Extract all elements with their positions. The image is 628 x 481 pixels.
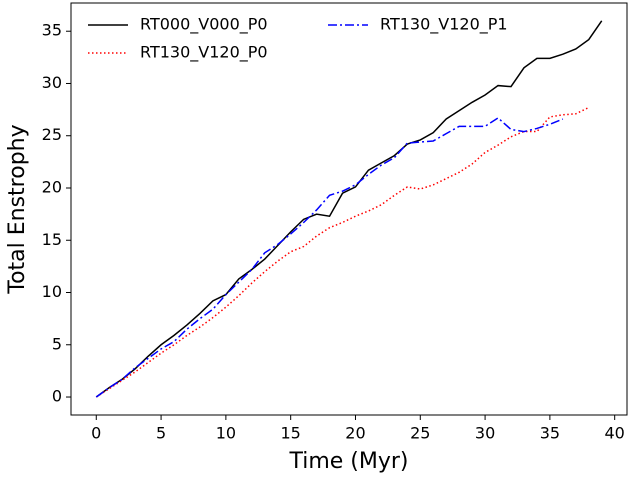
y-tick-label: 30 xyxy=(42,73,62,92)
y-axis-label: Total Enstrophy xyxy=(5,124,30,294)
legend-label: RT130_V120_P1 xyxy=(380,15,508,35)
y-tick-label: 5 xyxy=(52,334,62,353)
x-tick-label: 30 xyxy=(475,424,495,443)
x-tick-label: 10 xyxy=(216,424,236,443)
series-line xyxy=(95,117,564,398)
x-tick-label: 35 xyxy=(540,424,560,443)
series-line xyxy=(95,106,590,398)
x-tick-label: 15 xyxy=(280,424,300,443)
x-axis-label: Time (Myr) xyxy=(288,449,408,474)
x-tick-label: 0 xyxy=(91,424,101,443)
legend-label: RT130_V120_P0 xyxy=(140,43,268,63)
y-tick-label: 0 xyxy=(52,387,62,406)
x-tick-label: 25 xyxy=(410,424,430,443)
y-tick-label: 10 xyxy=(42,282,62,301)
y-tick-label: 15 xyxy=(42,230,62,249)
x-tick-label: 20 xyxy=(345,424,365,443)
axes-frame xyxy=(70,2,628,416)
x-tick-label: 5 xyxy=(156,424,166,443)
y-tick-label: 35 xyxy=(42,21,62,40)
y-tick-label: 20 xyxy=(42,177,62,196)
x-tick-label: 40 xyxy=(605,424,625,443)
series-line xyxy=(95,20,603,398)
legend-label: RT000_V000_P0 xyxy=(140,15,268,35)
y-tick-label: 25 xyxy=(42,125,62,144)
